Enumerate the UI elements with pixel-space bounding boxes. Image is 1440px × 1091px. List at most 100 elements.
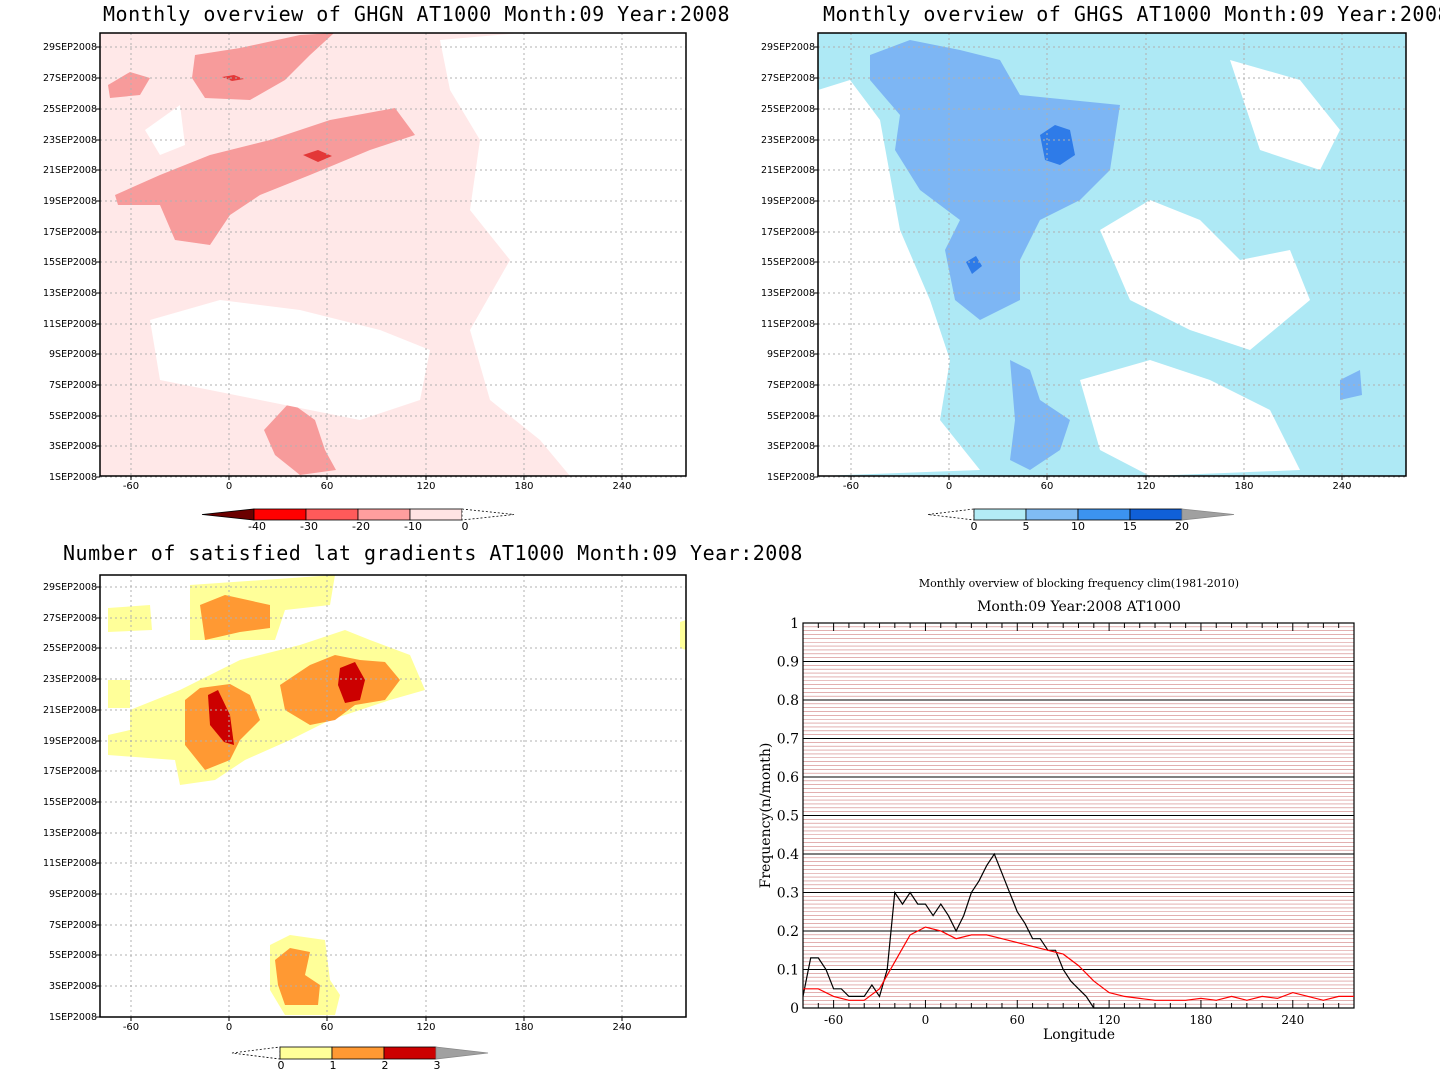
colorbar-label: 3 xyxy=(434,1059,441,1072)
freq-subtitle: Month:09 Year:2008 AT1000 xyxy=(977,599,1181,615)
freq-y-tick-label: 0.4 xyxy=(777,847,799,863)
y-tick-label: 9SEP2008 xyxy=(49,889,97,900)
colorbar-segment xyxy=(1077,508,1131,521)
x-tick-label: 120 xyxy=(1136,481,1155,492)
colorbar-label: 0 xyxy=(278,1059,285,1072)
colorbar-label: 0 xyxy=(462,520,469,533)
contour-region xyxy=(1100,200,1310,350)
y-tick-label: 11SEP2008 xyxy=(761,319,815,330)
y-tick-label: 29SEP2008 xyxy=(43,42,97,53)
contour-region xyxy=(150,300,430,420)
colorbar-segment xyxy=(357,508,411,521)
colorbar-label: 20 xyxy=(1175,520,1189,533)
y-tick-label: 29SEP2008 xyxy=(761,42,815,53)
contour-region xyxy=(1230,60,1340,170)
freq-y-tick-label: 0.9 xyxy=(777,655,799,671)
colorbar-left-arrow xyxy=(927,508,975,521)
contour-fills xyxy=(818,40,1362,476)
colorbar-label: -20 xyxy=(352,520,370,533)
y-tick-label: 3SEP2008 xyxy=(49,441,97,452)
colorbar-left-arrow xyxy=(231,1046,281,1060)
y-tick-label: 21SEP2008 xyxy=(43,705,97,716)
y-tick-label: 25SEP2008 xyxy=(43,104,97,115)
colorbar-segment xyxy=(1129,508,1183,521)
freq-x-tick-label: 0 xyxy=(922,1013,930,1027)
y-tick-label: 25SEP2008 xyxy=(761,104,815,115)
contour-region xyxy=(108,680,130,708)
y-tick-label: 15SEP2008 xyxy=(43,797,97,808)
freq-y-tick-label: 0.8 xyxy=(777,693,799,709)
y-tick-label: 5SEP2008 xyxy=(767,411,815,422)
y-tick-label: 11SEP2008 xyxy=(43,858,97,869)
contour-region xyxy=(966,256,982,274)
contour-region xyxy=(1080,360,1300,476)
y-tick-label: 17SEP2008 xyxy=(43,227,97,238)
contour-region xyxy=(115,108,415,245)
x-tick-label: 60 xyxy=(321,481,334,492)
y-tick-label: 23SEP2008 xyxy=(43,135,97,146)
ghgs-chart: 29SEP2008 27SEP2008 25SEP2008 23SEP2008 21SE… xyxy=(761,32,1407,533)
contour-region xyxy=(440,33,686,476)
x-tick-label: -60 xyxy=(123,1022,139,1033)
contour-region xyxy=(338,662,365,703)
x-tick-label: 180 xyxy=(1234,481,1253,492)
x-tick-label: 0 xyxy=(226,481,232,492)
contour-region xyxy=(222,75,244,81)
colorbar-segment xyxy=(973,508,1027,521)
plot-background xyxy=(100,575,686,1017)
plot-frame xyxy=(99,32,687,477)
observed-frequency-line xyxy=(802,852,1110,1009)
y-tick-label: 3SEP2008 xyxy=(767,441,815,452)
climatology-frequency-line xyxy=(803,926,1354,1001)
y-tick-label: 27SEP2008 xyxy=(761,73,815,84)
x-tick-label: 180 xyxy=(514,481,533,492)
contour-region xyxy=(208,690,234,745)
freq-y-tick-label: 0 xyxy=(790,1001,799,1017)
colorbar-segment xyxy=(1025,508,1079,521)
y-tick-label: 7SEP2008 xyxy=(49,920,97,931)
y-tick-label: 21SEP2008 xyxy=(43,165,97,176)
colorbar-right-arrow xyxy=(1181,508,1235,521)
contour-region xyxy=(1040,125,1075,165)
contour-region xyxy=(275,948,320,1005)
contour-region xyxy=(303,150,332,162)
x-tick-label: 180 xyxy=(514,1022,533,1033)
x-tick-label: 240 xyxy=(1332,481,1351,492)
contour-region xyxy=(818,80,980,476)
freq-y-tick-label: 1 xyxy=(790,616,799,632)
contour-region xyxy=(680,620,686,650)
y-tick-label: 1SEP2008 xyxy=(767,472,815,483)
colorbar-right-arrow xyxy=(435,1046,489,1060)
contour-region xyxy=(264,402,336,475)
x-tick-label: 60 xyxy=(321,1022,334,1033)
y-tick-label: 7SEP2008 xyxy=(767,380,815,391)
y-tick-label: 5SEP2008 xyxy=(49,411,97,422)
contour-fills xyxy=(108,575,686,1015)
x-tick-label: -60 xyxy=(123,481,139,492)
plot-frame xyxy=(817,32,1407,477)
y-tick-label: 27SEP2008 xyxy=(43,73,97,84)
freq-y-tick-label: 0.7 xyxy=(777,732,799,748)
freq-title: Monthly overview of blocking frequency c… xyxy=(919,577,1239,590)
y-tick-label: 19SEP2008 xyxy=(43,736,97,747)
y-tick-label: 9SEP2008 xyxy=(49,349,97,360)
x-tick-label: 120 xyxy=(416,1022,435,1033)
y-tick-label: 15SEP2008 xyxy=(43,257,97,268)
colorbar-segment xyxy=(305,508,359,521)
colorbar-segment xyxy=(331,1046,385,1060)
colorbar-right-arrow xyxy=(461,508,515,521)
x-tick-label: 240 xyxy=(612,481,631,492)
count-chart: 29SEP200827SEP200825SEP200823SEP200821SE… xyxy=(43,574,687,1072)
y-tick-label: 29SEP2008 xyxy=(43,582,97,593)
y-tick-label: 13SEP2008 xyxy=(43,288,97,299)
y-tick-label: 25SEP2008 xyxy=(43,643,97,654)
freq-x-axis-label: Longitude xyxy=(1043,1027,1115,1043)
freq-x-tick-label: 60 xyxy=(1010,1013,1025,1027)
y-tick-label: 17SEP2008 xyxy=(43,766,97,777)
x-tick-label: 0 xyxy=(226,1022,232,1033)
colorbar-segment xyxy=(253,508,307,521)
contour-fills xyxy=(108,33,686,476)
freq-y-tick-label: 0.3 xyxy=(777,886,799,902)
colorbar-segment xyxy=(279,1046,333,1060)
colorbar-label: 0 xyxy=(971,520,978,533)
